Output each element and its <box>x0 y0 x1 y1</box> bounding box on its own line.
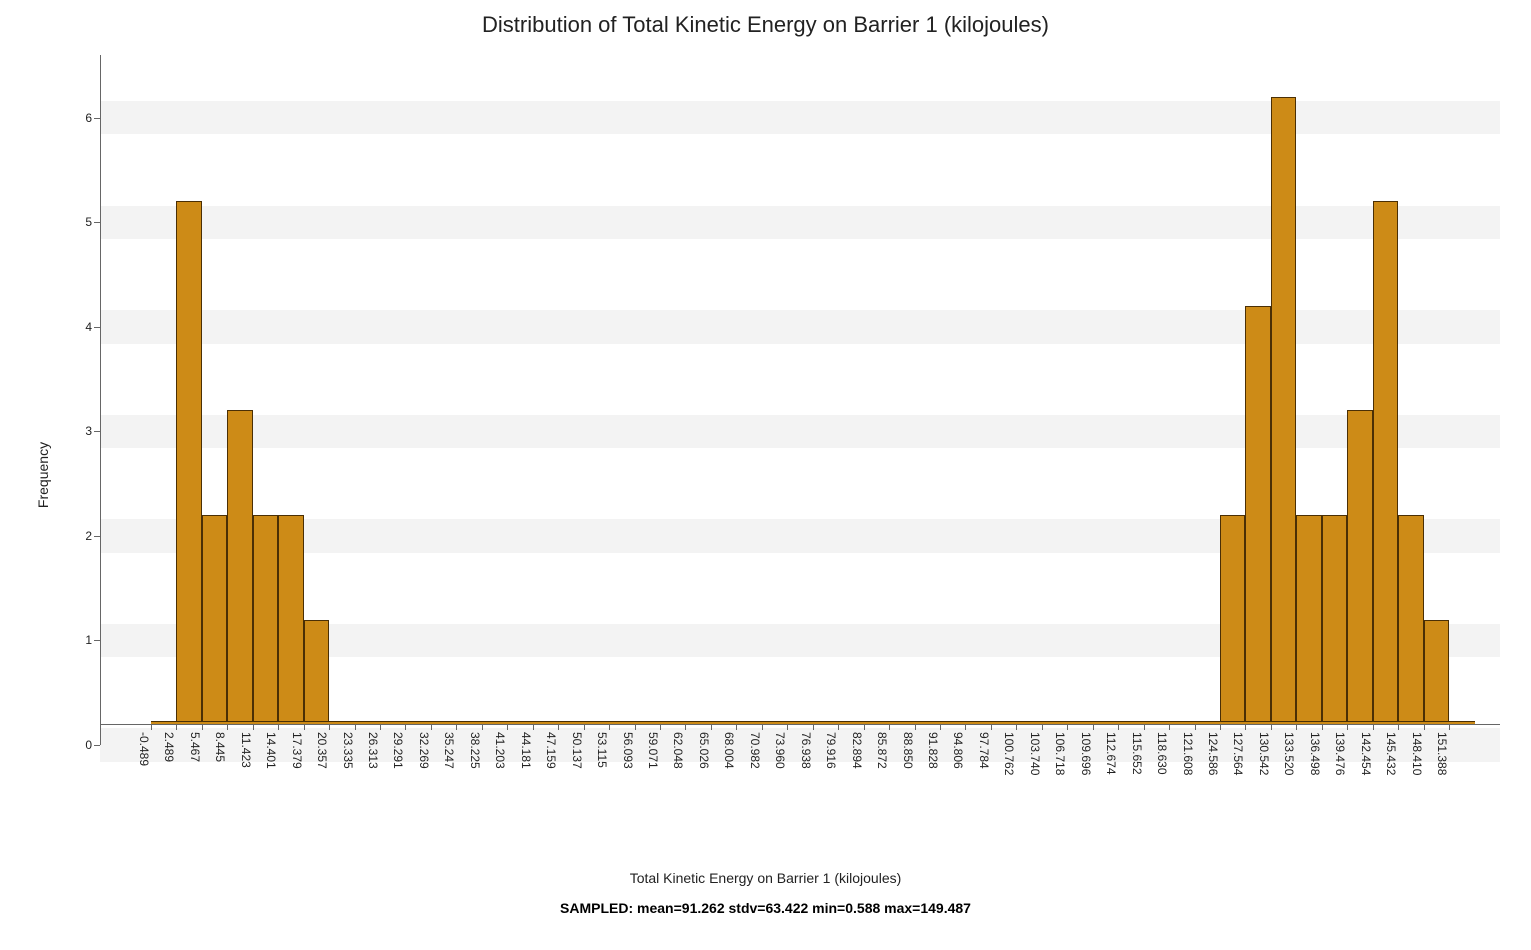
histogram-bar <box>1373 201 1398 724</box>
y-tick-mark <box>94 745 100 746</box>
histogram-bar <box>1296 515 1321 724</box>
x-tick-label: 5.467 <box>188 732 202 762</box>
x-tick-label: 53.115 <box>595 732 609 768</box>
y-axis-label: Frequency <box>35 442 51 508</box>
histogram-chart: Distribution of Total Kinetic Energy on … <box>0 0 1531 950</box>
x-tick-label: 56.093 <box>621 732 635 769</box>
x-tick-label: 97.784 <box>977 732 991 769</box>
y-axis-line <box>100 55 101 745</box>
x-tick-label: 127.564 <box>1231 732 1245 775</box>
x-tick-label: 68.004 <box>722 732 736 769</box>
x-tick-label: 100.762 <box>1002 732 1016 775</box>
x-tick-label: 148.410 <box>1410 732 1424 775</box>
x-tick-label: 26.313 <box>366 732 380 769</box>
x-tick-label: 133.520 <box>1282 732 1296 775</box>
x-tick-label: 88.850 <box>901 732 915 769</box>
histogram-bar <box>1322 515 1347 724</box>
x-tick-label: 145.432 <box>1384 732 1398 775</box>
histogram-bar <box>1271 97 1296 724</box>
x-tick-label: 47.159 <box>544 732 558 769</box>
histogram-bar <box>1245 306 1270 724</box>
histogram-bar <box>278 515 303 724</box>
x-tick-label: 17.379 <box>290 732 304 769</box>
histogram-bar <box>253 515 278 724</box>
x-tick-label: 130.542 <box>1257 732 1271 775</box>
x-tick-label: 50.137 <box>570 732 584 769</box>
plot-area: 0123456 -0.4892.4895.4678.44511.42314.40… <box>100 55 1500 745</box>
x-tick-label: 62.048 <box>671 732 685 769</box>
x-tick-label: 118.630 <box>1155 732 1169 775</box>
x-tick-label: 82.894 <box>850 732 864 769</box>
x-tick-label: 29.291 <box>391 732 405 769</box>
x-tick-label: 20.357 <box>315 732 329 769</box>
x-tick-label: 136.498 <box>1308 732 1322 775</box>
histogram-bar <box>304 620 329 725</box>
x-tick-label: 41.203 <box>493 732 507 769</box>
x-tick-label: 142.454 <box>1359 732 1373 775</box>
histogram-bar <box>227 410 252 724</box>
x-tick-label: 94.806 <box>951 732 965 769</box>
histogram-bar <box>1220 515 1245 724</box>
x-tick-label: 139.476 <box>1333 732 1347 775</box>
x-tick-label: 85.872 <box>875 732 889 769</box>
histogram-bar <box>1347 410 1372 724</box>
x-tick-label: 8.445 <box>213 732 227 762</box>
x-tick-label: 124.586 <box>1206 732 1220 775</box>
x-tick-label: 35.247 <box>442 732 456 769</box>
x-axis-label: Total Kinetic Energy on Barrier 1 (kiloj… <box>0 870 1531 886</box>
x-tick-label: 70.982 <box>748 732 762 769</box>
x-tick-label: 14.401 <box>264 732 278 769</box>
x-tick-label: 76.938 <box>799 732 813 769</box>
chart-title: Distribution of Total Kinetic Energy on … <box>0 12 1531 38</box>
stats-summary: SAMPLED: mean=91.262 stdv=63.422 min=0.5… <box>0 900 1531 916</box>
x-tick-label: 23.335 <box>341 732 355 769</box>
x-tick-label: 91.828 <box>926 732 940 769</box>
x-tick-label: 106.718 <box>1053 732 1067 775</box>
x-tick-label: 121.608 <box>1181 732 1195 775</box>
x-tick-label: -0.489 <box>137 732 151 766</box>
x-tick-label: 103.740 <box>1028 732 1042 775</box>
x-tick-label: 109.696 <box>1079 732 1093 775</box>
histogram-bar <box>202 515 227 724</box>
x-tick-label: 32.269 <box>417 732 431 769</box>
x-tick-label: 115.652 <box>1130 732 1144 775</box>
x-tick-label: 151.388 <box>1435 732 1449 775</box>
x-axis-line <box>100 724 1500 725</box>
x-tick-label: 112.674 <box>1104 732 1118 775</box>
x-tick-label: 2.489 <box>162 732 176 762</box>
x-tick-label: 65.026 <box>697 732 711 769</box>
x-tick-label: 38.225 <box>468 732 482 769</box>
histogram-bar <box>1424 620 1449 725</box>
histogram-bar <box>176 201 201 724</box>
x-tick-label: 44.181 <box>519 732 533 769</box>
x-tick-label: 79.916 <box>824 732 838 769</box>
bars-group <box>100 55 1500 745</box>
histogram-bar <box>1398 515 1423 724</box>
x-tick-label: 59.071 <box>646 732 660 769</box>
x-tick-label: 11.423 <box>239 732 253 768</box>
x-tick-label: 73.960 <box>773 732 787 769</box>
